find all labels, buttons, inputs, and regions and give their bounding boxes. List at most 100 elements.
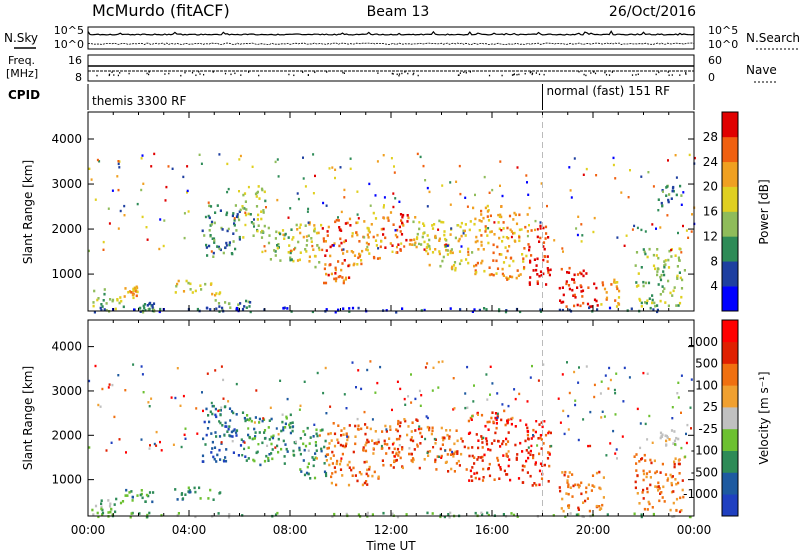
data-cell <box>420 243 423 246</box>
data-cell <box>420 427 423 431</box>
data-cell <box>221 306 224 310</box>
data-cell <box>501 194 504 198</box>
data-cell <box>496 416 499 420</box>
data-cell <box>475 471 479 475</box>
nave-mark <box>538 73 541 76</box>
data-cell <box>119 296 122 299</box>
data-cell <box>677 304 680 307</box>
data-cell <box>263 431 266 434</box>
data-cell <box>328 463 331 467</box>
data-cell <box>633 512 636 516</box>
data-cell <box>238 235 241 239</box>
data-cell <box>681 278 684 282</box>
data-cell <box>410 459 413 462</box>
data-cell <box>302 156 304 159</box>
data-cell <box>558 308 561 312</box>
data-cell <box>340 434 343 437</box>
data-cell <box>176 367 179 370</box>
data-cell <box>235 429 239 432</box>
data-cell <box>496 412 499 415</box>
data-cell <box>90 178 93 181</box>
data-cell <box>365 460 368 464</box>
data-cell <box>612 156 615 160</box>
data-cell <box>649 458 652 462</box>
data-cell <box>458 464 461 467</box>
data-cell <box>647 281 651 285</box>
data-cell <box>431 251 435 254</box>
data-cell <box>299 231 302 235</box>
data-cell <box>526 433 529 437</box>
data-cell <box>94 198 97 201</box>
data-cell <box>663 260 666 263</box>
data-cell <box>253 421 256 424</box>
data-cell <box>332 454 335 457</box>
data-cell <box>426 252 430 256</box>
data-cell <box>615 448 618 451</box>
data-cell <box>344 278 347 281</box>
nave-mark <box>513 73 515 75</box>
data-cell <box>577 508 580 511</box>
data-cell <box>474 269 477 272</box>
data-cell <box>560 507 563 510</box>
data-cell <box>552 514 555 517</box>
data-cell <box>464 392 467 395</box>
data-cell <box>566 361 568 364</box>
data-cell <box>439 513 442 517</box>
data-cell <box>666 185 669 188</box>
data-cell <box>470 418 473 421</box>
data-cell <box>506 440 510 443</box>
data-cell <box>327 273 330 277</box>
data-cell <box>512 218 515 221</box>
data-cell <box>464 406 467 410</box>
data-cell <box>218 247 221 251</box>
data-cell <box>423 248 426 251</box>
data-cell <box>311 310 314 314</box>
data-cell <box>413 243 416 247</box>
data-cell <box>547 431 550 435</box>
data-cell <box>400 219 403 222</box>
data-cell <box>445 429 448 432</box>
data-cell <box>398 225 401 229</box>
colorbar-swatch <box>722 385 738 408</box>
data-cell <box>216 453 219 457</box>
data-cell <box>475 271 478 274</box>
data-cell <box>286 450 289 453</box>
data-cell <box>289 421 292 425</box>
data-cell <box>296 228 299 231</box>
data-cell <box>107 499 110 502</box>
data-cell <box>187 486 190 490</box>
data-cell <box>433 437 436 441</box>
velocity-colorbar-tick-label: -1000 <box>683 487 718 501</box>
data-cell <box>499 468 502 471</box>
data-cell <box>449 511 452 515</box>
data-cell <box>218 292 221 296</box>
data-cell <box>400 242 403 245</box>
velocity-colorbar-tick-label: -100 <box>691 444 718 458</box>
data-cell <box>229 306 232 309</box>
data-cell <box>379 365 382 369</box>
y-tick-label: 1000 <box>51 267 82 281</box>
data-cell <box>364 443 367 447</box>
data-cell <box>522 267 526 271</box>
data-cell <box>261 188 264 192</box>
data-cell <box>287 216 290 219</box>
data-cell <box>640 515 643 519</box>
data-cell <box>325 308 328 311</box>
data-cell <box>264 249 267 253</box>
data-cell <box>125 488 128 492</box>
data-cell <box>186 191 188 194</box>
data-cell <box>639 299 642 302</box>
data-cell <box>320 449 323 453</box>
data-cell <box>660 201 663 205</box>
data-cell <box>228 407 232 410</box>
data-cell <box>373 470 376 474</box>
data-cell <box>242 236 245 239</box>
data-cell <box>532 428 535 432</box>
data-cell <box>596 308 599 311</box>
nave-mark <box>401 72 403 75</box>
data-cell <box>443 243 446 247</box>
data-cell <box>527 437 530 440</box>
data-cell <box>349 157 352 160</box>
data-cell <box>529 259 532 263</box>
data-cell <box>498 215 501 218</box>
